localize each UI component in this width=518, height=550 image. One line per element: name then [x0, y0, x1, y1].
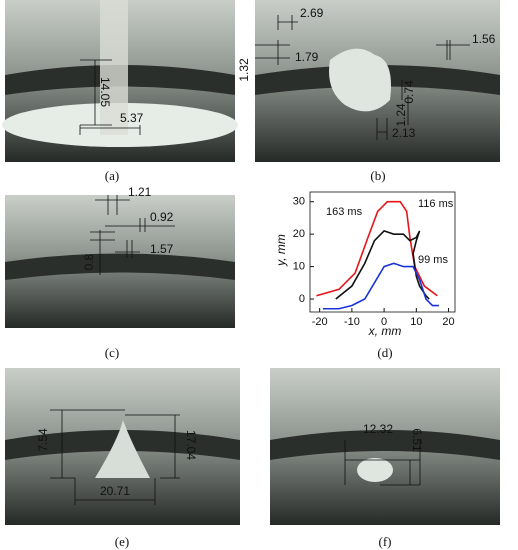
annotation: 17.04 [184, 430, 198, 460]
annotation: 1.32 [237, 58, 251, 82]
panel-label: (c) [105, 345, 119, 360]
y-tick-label: 0 [299, 293, 305, 305]
annotation: 5.37 [120, 111, 144, 125]
x-tick-label: 10 [410, 316, 422, 328]
series-label: 163 ms [326, 206, 363, 218]
x-axis-label: x, mm [368, 324, 402, 338]
panel-label: (d) [377, 345, 392, 360]
photo-e: 7.54 17.04 20.71 [5, 368, 240, 525]
panel-label: (e) [115, 534, 129, 549]
annotation: 7.54 [36, 428, 50, 452]
dimension [50, 409, 180, 505]
annotation: 1.24 [394, 103, 408, 127]
dimension [90, 195, 175, 275]
y-tick-label: 30 [293, 196, 305, 208]
plot-frame [309, 191, 456, 313]
series-line [316, 200, 438, 297]
photo-b: 2.69 1.79 1.56 1.32 0.74 1.24 2.13 [237, 0, 500, 162]
splash [329, 48, 391, 112]
annotation: 0.92 [150, 210, 174, 224]
series-line [335, 230, 430, 300]
panel-label: (b) [370, 168, 385, 183]
photo-f: 12.32 6.51 [270, 368, 500, 525]
annotation: 2.13 [392, 126, 416, 140]
annotation: 0.74 [402, 80, 416, 104]
x-tick-label: -10 [344, 316, 360, 328]
x-tick-label: 20 [442, 316, 454, 328]
annotation: 2.69 [300, 6, 324, 20]
annotation: 1.56 [472, 32, 496, 46]
annotation: 1.79 [295, 50, 319, 64]
annotation: 14.05 [98, 77, 112, 107]
photo-c: 1.21 0.92 1.57 0.8 [5, 185, 235, 328]
annotation: 1.21 [128, 185, 152, 199]
series-line [322, 262, 439, 310]
x-tick-label: 0 [381, 316, 387, 328]
bubble [357, 458, 393, 482]
dimension [255, 15, 470, 140]
series-label: 116 ms [418, 198, 454, 210]
chart: x, mm y, mm -20 -10 0 10 20 0 10 20 30 163 ms 116 … [274, 191, 456, 338]
dimension [79, 59, 141, 135]
x-tick-label: -20 [312, 316, 328, 328]
splash [95, 420, 150, 478]
annotation: 1.57 [150, 242, 174, 256]
panel-label: (a) [105, 168, 119, 183]
series-label: 99 ms [418, 254, 448, 266]
rim [270, 430, 500, 460]
annotation: 6.51 [410, 428, 424, 452]
jet [100, 0, 128, 135]
y-tick-label: 10 [293, 261, 305, 273]
dimension [344, 440, 421, 486]
y-axis-label: y, mm [274, 234, 288, 267]
annotation: 12.32 [363, 422, 393, 436]
rim [5, 253, 235, 280]
annotation: 0.8 [82, 253, 96, 270]
photo-a: 14.05 5.37 [2, 0, 238, 162]
annotation: 20.71 [100, 484, 130, 498]
y-tick-label: 20 [293, 228, 305, 240]
panel-label: (f) [379, 534, 392, 549]
